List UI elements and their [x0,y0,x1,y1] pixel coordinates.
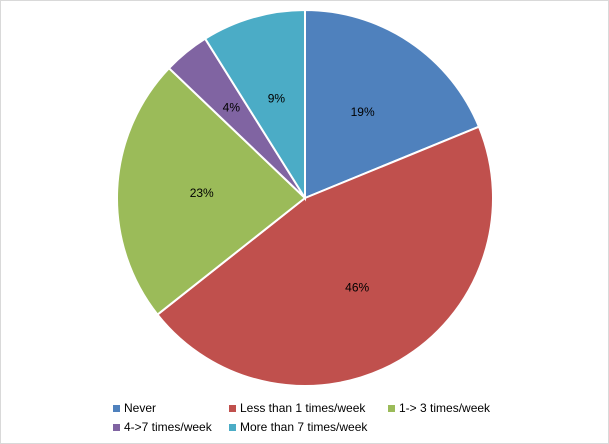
pie-slice-4 [203,8,306,202]
slice-data-label: 19% [351,105,375,119]
slice-data-label: 4% [223,101,241,115]
pie-slice-1 [156,125,494,387]
slice-data-label: 9% [268,92,286,106]
slice-data-label: 23% [190,186,214,200]
pie-slice-2 [116,66,307,316]
pie-slice-0 [304,8,481,200]
slice-data-label: 46% [345,280,369,294]
